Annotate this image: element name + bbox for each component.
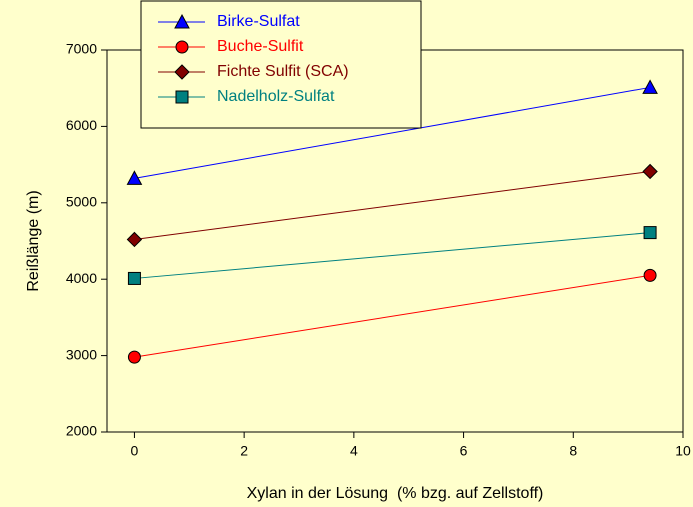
y-tick-label: 6000 [66, 117, 97, 133]
legend-label: Fichte Sulfit (SCA) [217, 63, 349, 80]
x-tick-label: 6 [460, 443, 468, 459]
legend-label: Birke-Sulfat [217, 13, 300, 30]
series-line [134, 170, 651, 240]
x-tick-label: 4 [350, 443, 358, 459]
x-tick-label: 0 [131, 443, 139, 459]
legend-label: Buche-Sulfit [217, 38, 304, 55]
legend-marker [174, 64, 190, 80]
x-tick-label: 2 [240, 443, 248, 459]
marker [126, 231, 143, 248]
marker [643, 226, 657, 240]
x-tick-label: 8 [569, 443, 577, 459]
series-line [134, 86, 651, 179]
marker [642, 163, 658, 180]
y-tick-label: 5000 [66, 194, 97, 210]
y-tick-label: 7000 [66, 41, 97, 57]
x-axis-title: Xylan in der Lösung (% bzg. auf Zellstof… [247, 485, 544, 502]
y-tick-label: 3000 [66, 346, 97, 362]
series-line [134, 274, 651, 358]
series-line [134, 232, 651, 279]
legend-marker [175, 40, 189, 54]
marker [642, 79, 658, 94]
legend-label: Nadelholz-Sulfat [217, 88, 335, 105]
legend-marker [175, 90, 189, 104]
y-tick-label: 4000 [66, 270, 97, 286]
legend-marker [174, 13, 190, 29]
y-axis-title: Reißlänge (m) [25, 190, 42, 291]
marker [643, 268, 657, 282]
x-tick-label: 10 [675, 443, 691, 459]
y-tick-label: 2000 [66, 423, 97, 439]
marker [127, 350, 141, 364]
marker [127, 271, 141, 285]
marker [126, 170, 143, 185]
